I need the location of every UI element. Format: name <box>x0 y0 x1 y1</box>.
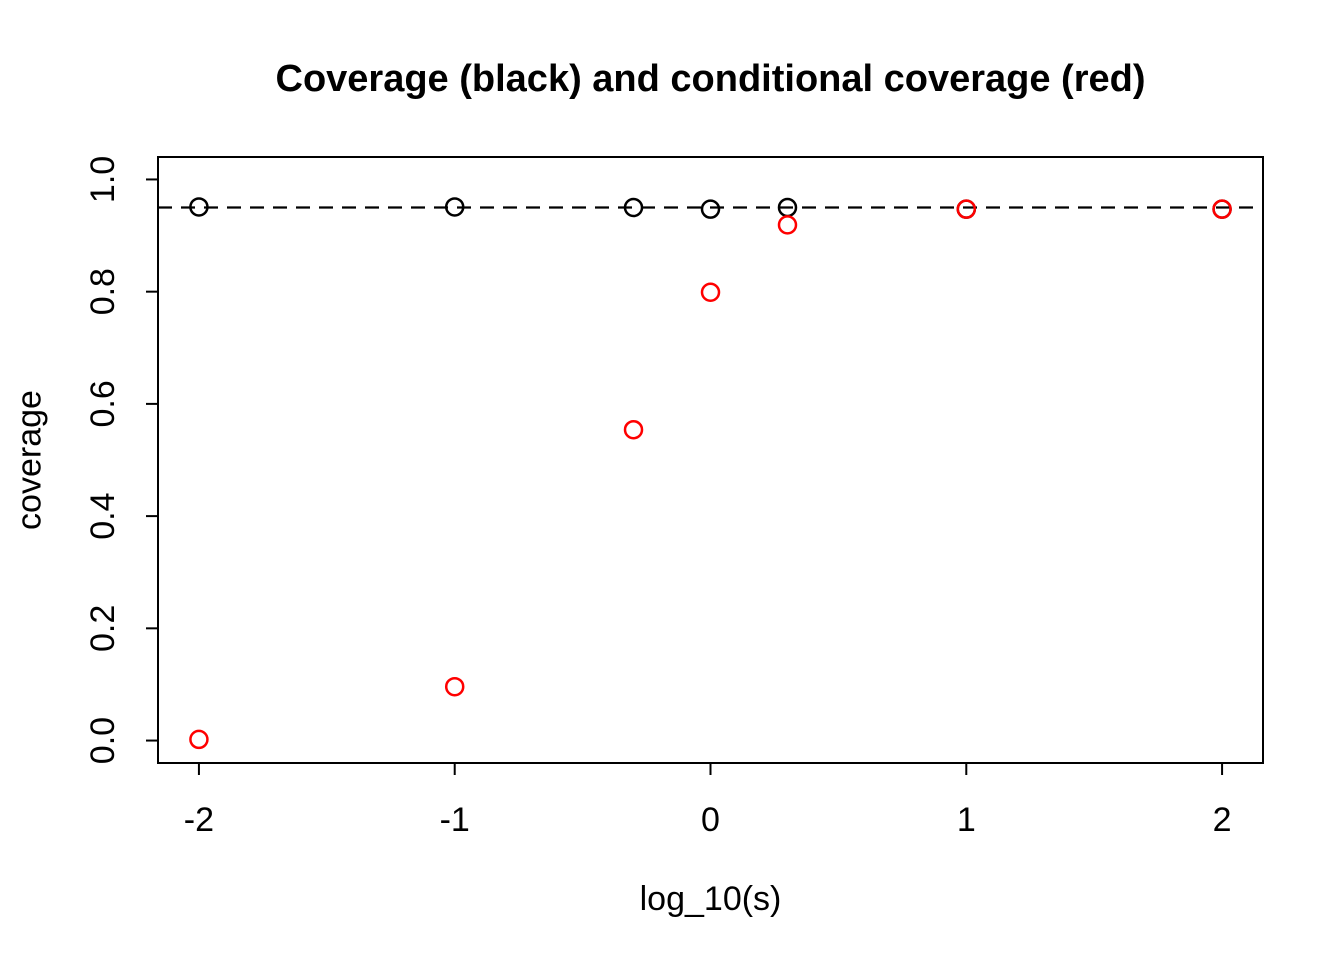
y-tick-label: 0.0 <box>84 717 122 764</box>
x-tick-label: -1 <box>440 801 470 839</box>
data-point-coverage <box>700 199 721 219</box>
chart-title: Coverage (black) and conditional coverag… <box>275 58 1146 100</box>
data-point-conditional-coverage <box>777 215 798 235</box>
data-point-conditional-coverage <box>623 419 644 440</box>
y-tick-label: 1.0 <box>84 156 122 203</box>
data-point-conditional-coverage <box>700 282 721 302</box>
y-tick-label: 0.2 <box>84 605 122 652</box>
plot-border <box>157 156 1264 764</box>
x-tick-label: -2 <box>184 801 214 839</box>
data-point-coverage <box>189 197 209 217</box>
x-tick-label: 2 <box>1213 801 1232 839</box>
x-axis-label: log_10(s) <box>639 880 782 918</box>
y-tick-label: 0.6 <box>84 380 122 427</box>
data-point-conditional-coverage <box>1212 199 1232 219</box>
y-tick-label: 0.4 <box>84 492 122 539</box>
data-point-coverage <box>623 197 644 218</box>
y-tick-label: 0.8 <box>84 268 122 315</box>
data-point-conditional-coverage <box>956 199 977 219</box>
x-tick-label: 0 <box>701 801 720 839</box>
data-point-conditional-coverage <box>189 729 209 750</box>
x-tick-label: 1 <box>957 801 976 839</box>
data-point-conditional-coverage <box>444 676 465 697</box>
data-point-coverage <box>444 197 465 217</box>
